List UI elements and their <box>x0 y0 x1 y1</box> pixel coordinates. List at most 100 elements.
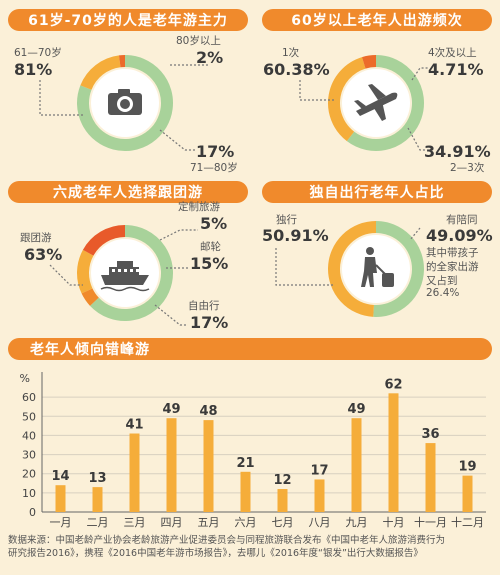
solo-note-line1: 其中带孩子 <box>426 247 479 259</box>
x-tick-label: 三月 <box>124 516 146 529</box>
leader-line <box>411 67 428 81</box>
bar-value-label: 49 <box>347 402 365 417</box>
bar-六月 <box>240 471 251 512</box>
age-71-80-label: 71—80岁 <box>190 162 238 174</box>
tour-cruise-value: 15% <box>190 254 229 273</box>
solo-panel-title: 独自出行老年人占比 <box>262 181 492 203</box>
tour-panel-title: 六成老年人选择跟团游 <box>8 181 248 203</box>
freq-2-3-label: 2—3次 <box>450 162 485 174</box>
y-tick-label: 50 <box>22 410 36 423</box>
bar-value-label: 62 <box>384 377 402 392</box>
leader-line <box>39 80 84 116</box>
x-tick-label: 一月 <box>50 516 72 529</box>
bar-value-label: 36 <box>421 427 439 442</box>
bar-value-label: 48 <box>199 404 217 419</box>
tour-group-label: 跟团游 <box>20 232 52 244</box>
leader-line <box>275 248 333 286</box>
tour-slice-0 <box>90 225 173 321</box>
tour-custom-label: 定制旅游 <box>178 201 220 213</box>
solo-note-line2: 的全家出游 <box>426 261 479 273</box>
bar-八月 <box>314 479 325 512</box>
y-tick-label: 40 <box>22 429 36 442</box>
y-tick-label: 30 <box>22 449 36 462</box>
age-61-70-label: 61—70岁 <box>14 47 62 59</box>
traveler-luggage-icon <box>361 247 394 287</box>
freq-once-label: 1次 <box>282 47 300 59</box>
freq-4plus-label: 4次及以上 <box>428 47 477 59</box>
leader-line <box>299 80 335 101</box>
cruise-ship-icon <box>100 261 150 292</box>
tour-custom-value: 5% <box>200 214 228 233</box>
y-tick-label: 0 <box>29 506 36 519</box>
x-tick-label: 十一月 <box>414 515 447 529</box>
solo-note-line4: 26.4% <box>426 287 460 299</box>
bar-value-label: 49 <box>162 402 180 417</box>
x-tick-label: 八月 <box>309 516 331 529</box>
age-slice-1 <box>80 55 121 91</box>
solo-note-line3: 又占到 <box>426 275 458 287</box>
bar-五月 <box>203 420 214 512</box>
bar-value-label: 21 <box>236 456 254 471</box>
solo-accompanied-label: 有陪同 <box>446 214 478 226</box>
age-80-plus-value: 2% <box>196 48 224 67</box>
bar-二月 <box>92 487 103 512</box>
x-tick-label: 六月 <box>235 516 257 529</box>
y-tick-label: 20 <box>22 468 36 481</box>
age-slice-0 <box>77 55 173 151</box>
freq-once-value: 60.38% <box>263 60 330 79</box>
freq-slice-0 <box>346 55 424 151</box>
y-axis-unit-label: % <box>20 372 30 385</box>
leader-line <box>49 264 83 286</box>
y-tick-label: 10 <box>22 487 36 500</box>
bar-value-label: 17 <box>310 463 328 478</box>
data-source-note: 数据来源：中国老龄产业协会老龄旅游产业促进委员会与同程旅游联合发布《中国中老年人… <box>8 534 494 560</box>
tour-slice-3 <box>82 225 126 256</box>
bar-一月 <box>55 485 66 512</box>
freq-slice-2 <box>362 55 377 69</box>
solo-accompanied-value: 49.09% <box>426 226 493 245</box>
airplane-icon <box>354 84 398 121</box>
tour-slice-1 <box>81 288 99 306</box>
bar-value-label: 41 <box>125 418 143 433</box>
bar-chart-title: 老年人倾向错峰游 <box>8 338 492 360</box>
y-tick-label: 60 <box>22 391 36 404</box>
bar-十二月 <box>462 475 473 512</box>
bar-七月 <box>277 489 288 512</box>
solo-slice-0 <box>373 221 424 317</box>
x-tick-label: 二月 <box>87 516 109 529</box>
freq-panel-title: 60岁以上老年人出游频次 <box>262 9 492 31</box>
leader-line <box>409 227 421 241</box>
tour-slice-2 <box>77 249 94 294</box>
age-61-70-value: 81% <box>14 60 53 79</box>
age-71-80-value: 17% <box>196 142 235 161</box>
bar-十月 <box>388 393 399 512</box>
x-tick-label: 五月 <box>198 516 220 529</box>
age-80-plus-label: 80岁以上 <box>176 35 221 47</box>
tour-free-label: 自由行 <box>188 300 220 312</box>
bar-三月 <box>129 433 140 512</box>
bar-value-label: 14 <box>51 469 69 484</box>
bar-value-label: 19 <box>458 460 476 475</box>
data-source-line1: 数据来源：中国老龄产业协会老龄旅游产业促进委员会与同程旅游联合发布《中国中老年人… <box>8 535 446 546</box>
leader-line <box>154 304 188 326</box>
camera-icon <box>108 89 142 115</box>
x-tick-label: 九月 <box>346 516 368 529</box>
freq-slice-1 <box>328 57 366 142</box>
x-tick-label: 十二月 <box>451 515 484 529</box>
freq-4plus-value: 4.71% <box>428 60 484 79</box>
x-tick-label: 十月 <box>383 515 405 529</box>
bar-十一月 <box>425 443 436 512</box>
leader-line <box>407 127 425 151</box>
solo-slice-1 <box>328 221 377 317</box>
x-tick-label: 七月 <box>272 516 294 529</box>
tour-group-value: 63% <box>24 245 63 264</box>
data-source-line2: 研究报告2016》，携程《2016中国老年游市场报告》，去哪儿《2016年度“银… <box>8 548 423 559</box>
age-panel-title: 61岁-70岁的人是老年游主力 <box>8 9 248 31</box>
bar-value-label: 13 <box>88 471 106 486</box>
tour-free-value: 17% <box>190 313 229 332</box>
freq-2-3-value: 34.91% <box>424 142 491 161</box>
solo-alone-value: 50.91% <box>262 226 329 245</box>
tour-cruise-label: 邮轮 <box>200 241 221 253</box>
